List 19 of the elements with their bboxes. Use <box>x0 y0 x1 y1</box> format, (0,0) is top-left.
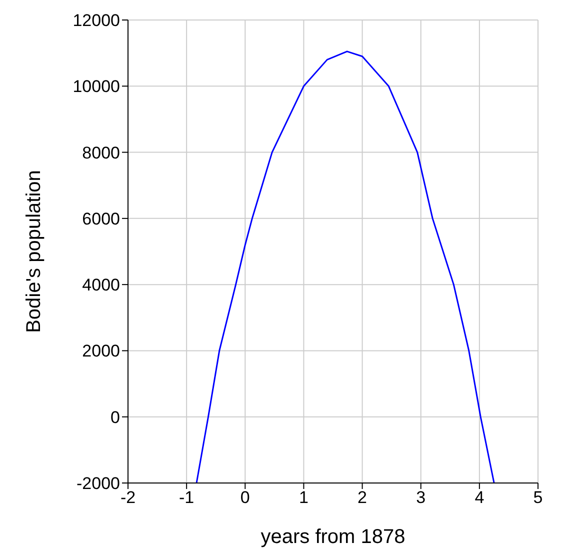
x-tick-label: 0 <box>240 488 250 508</box>
y-tick-label: -2000 <box>76 474 120 494</box>
y-tick-label: 4000 <box>82 276 120 295</box>
y-tick-label: 2000 <box>82 342 120 361</box>
x-tick-label: 4 <box>474 488 484 508</box>
x-tick-label: 3 <box>416 488 426 508</box>
line-series <box>196 50 495 483</box>
y-tick-label: 12000 <box>72 11 120 30</box>
x-tick-label: 2 <box>358 488 368 508</box>
y-tick-label: 8000 <box>82 143 120 162</box>
y-tick-label: 6000 <box>82 209 120 228</box>
y-tick-label: 0 <box>110 408 120 427</box>
x-tick-label: -1 <box>179 488 194 508</box>
y-tick-label: 10000 <box>72 77 120 96</box>
x-tick-label: -2 <box>120 488 136 508</box>
x-axis-title: years from 1878 <box>260 526 406 548</box>
x-tick-label: 5 <box>533 488 543 508</box>
y-axis-title: Bodie's population <box>23 170 46 333</box>
x-tick-label: 1 <box>298 488 308 508</box>
